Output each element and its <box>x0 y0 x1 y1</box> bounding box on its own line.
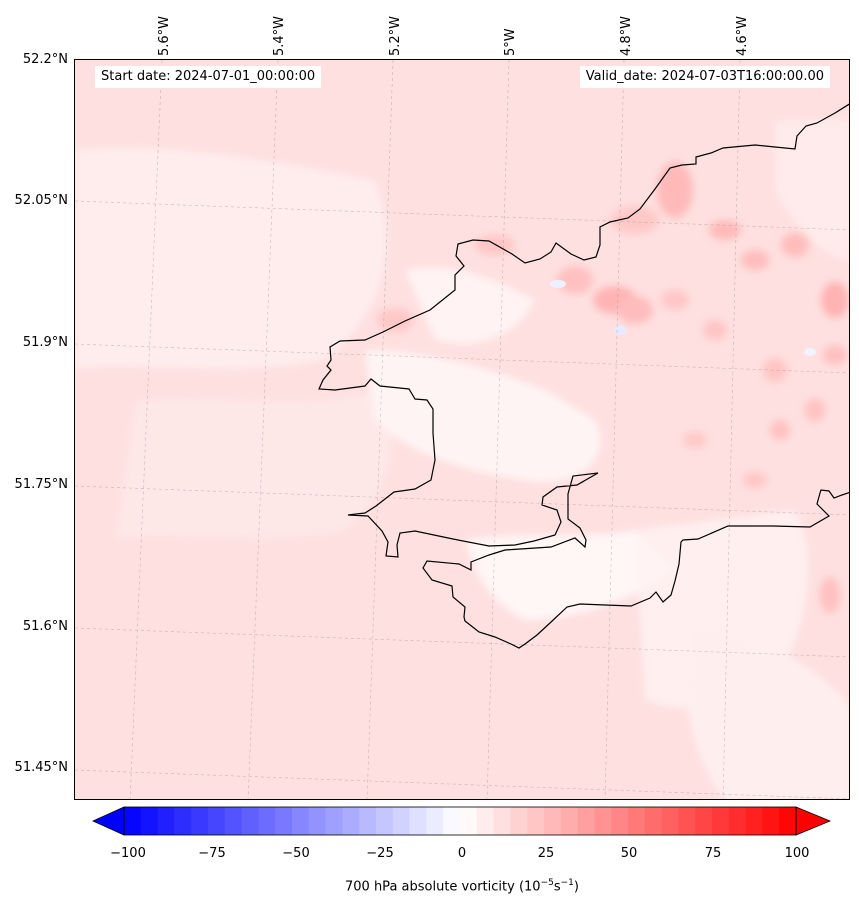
colorbar-cell <box>644 807 663 835</box>
colorbar-label-base: 10 <box>524 879 541 895</box>
colorbar-cell <box>258 807 276 835</box>
map-panel <box>74 59 850 800</box>
vorticity-map <box>75 60 849 799</box>
colorbar-cell <box>594 807 612 835</box>
colorbar-label-text: 700 hPa absolute vorticity ( <box>345 879 525 895</box>
lat-label-52-2: 52.2°N <box>22 52 68 67</box>
colorbar-cell <box>611 807 629 835</box>
lat-label-51-9: 51.9°N <box>22 335 68 350</box>
colorbar-cell <box>376 807 394 835</box>
colorbar-label-exp1: −5 <box>540 878 554 888</box>
colorbar-tick-neg100: −100 <box>110 846 146 861</box>
colorbar-label-exp2: −1 <box>560 878 574 888</box>
colorbar-cell <box>191 807 209 835</box>
lat-label-51-75: 51.75°N <box>14 477 68 492</box>
colorbar-cell <box>342 807 360 835</box>
colorbar-cell <box>695 807 713 835</box>
colorbar-cell <box>728 807 747 835</box>
vorticity-low-patches <box>75 120 849 799</box>
colorbar-cell <box>325 807 343 835</box>
colorbar-cell <box>275 807 293 835</box>
colorbar-outline <box>123 806 797 836</box>
colorbar-cell <box>241 807 259 835</box>
colorbar-cell <box>628 807 646 835</box>
colorbar-cell <box>208 807 226 835</box>
colorbar-cell <box>577 807 595 835</box>
colorbar-cell <box>476 807 495 835</box>
lat-label-52-05: 52.05°N <box>14 193 68 208</box>
gridline-lon-5-6w <box>129 60 163 799</box>
coastline <box>318 103 849 649</box>
colorbar-tick-neg75: −75 <box>198 846 226 861</box>
colorbar-label-mid: s <box>553 879 561 895</box>
colorbar-cell <box>308 807 327 835</box>
colorbar-cell <box>678 807 696 835</box>
colorbar-cell <box>174 807 192 835</box>
valid-date-label: Valid_date: 2024-07-03T16:00:00.00 <box>579 66 830 88</box>
lon-label-5w: 5°W <box>503 28 518 56</box>
colorbar-cell <box>426 807 444 835</box>
colorbar-cell <box>124 807 142 835</box>
colorbar-tick-50: 50 <box>620 846 638 861</box>
colorbar-cell <box>779 807 797 835</box>
colorbar-cell <box>745 807 763 835</box>
colorbar-cell <box>140 807 159 835</box>
colorbar-cell <box>762 807 780 835</box>
colorbar-cell <box>510 807 528 835</box>
colorbar-cell <box>392 807 411 835</box>
colorbar-tick-75: 75 <box>704 846 722 861</box>
colorbar-tick-100: 100 <box>784 846 810 861</box>
colorbar-cell <box>544 807 562 835</box>
colorbar-cell <box>527 807 545 835</box>
vorticity-high-patches <box>377 162 849 613</box>
colorbar-cell <box>661 807 679 835</box>
gridline-lon-5-4w <box>247 60 279 799</box>
colorbar-tick-25: 25 <box>537 846 555 861</box>
start-date-label: Start date: 2024-07-01_00:00:00 <box>95 66 322 88</box>
lat-label-51-45: 51.45°N <box>14 760 68 775</box>
colorbar-cell <box>493 807 511 835</box>
colorbar-tick-0: 0 <box>457 846 467 861</box>
colorbar-label-close: ) <box>573 879 579 895</box>
lon-label-5-6w: 5.6°W <box>157 15 172 56</box>
colorbar-cell <box>224 807 243 835</box>
colorbar-cell <box>157 807 175 835</box>
colorbar-tick-neg25: −25 <box>366 846 394 861</box>
gridlines <box>75 60 849 799</box>
colorbar <box>92 806 832 836</box>
colorbar-cell <box>460 807 478 835</box>
colorbar-cell <box>443 807 461 835</box>
colorbar-cell <box>712 807 730 835</box>
lat-label-51-6: 51.6°N <box>22 619 68 634</box>
colorbar-cell <box>409 807 427 835</box>
colorbar-tick-neg50: −50 <box>282 846 310 861</box>
colorbar-label: 700 hPa absolute vorticity (10−5s−1) <box>0 878 859 894</box>
colorbar-cell <box>560 807 579 835</box>
colorbar-cells <box>124 807 797 835</box>
colorbar-extend-low <box>92 806 125 836</box>
lon-label-4-8w: 4.8°W <box>619 15 634 56</box>
lon-label-4-6w: 4.6°W <box>735 15 750 56</box>
lon-label-5-4w: 5.4°W <box>272 15 287 56</box>
colorbar-extend-high <box>795 806 832 836</box>
colorbar-cell <box>359 807 377 835</box>
coastline-pembrokeshire <box>318 103 849 649</box>
lon-label-5-2w: 5.2°W <box>388 15 403 56</box>
colorbar-cell <box>292 807 310 835</box>
